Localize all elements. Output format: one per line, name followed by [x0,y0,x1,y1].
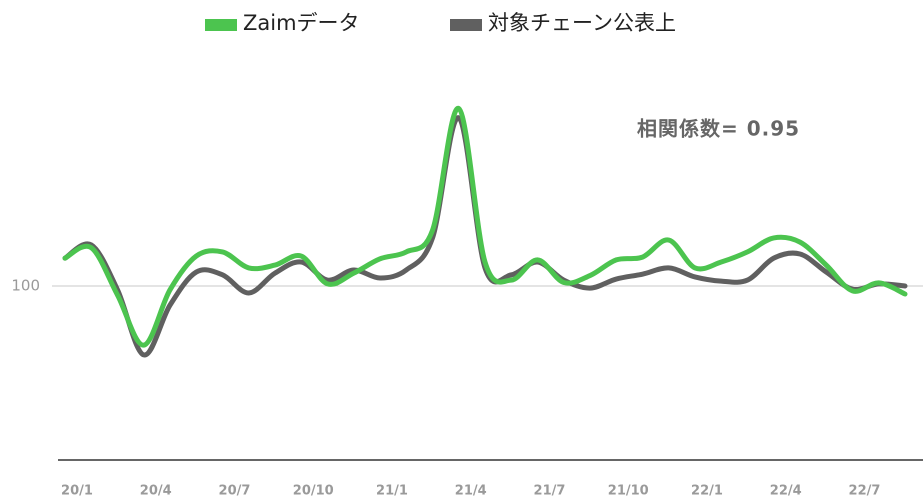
legend-label: 対象チェーン公表上 [488,11,676,35]
x-tick-label: 22/7 [849,484,881,499]
x-tick-label: 21/4 [455,484,487,499]
x-tick-label: 21/1 [376,484,408,499]
x-tick-label: 20/4 [140,484,172,499]
x-tick-label: 22/4 [770,484,802,499]
x-tick-label: 20/10 [293,484,334,499]
x-tick-label: 21/7 [534,484,566,499]
x-tick-label: 20/7 [219,484,251,499]
legend-swatch [450,19,482,31]
x-tick-label: 21/10 [608,484,649,499]
series-line [62,106,908,348]
y-tick-label: 100 [11,277,40,295]
legend-swatch [205,19,237,31]
annotation: 相関係数= 0.95 [637,117,800,141]
x-tick-label: 22/1 [691,484,723,499]
x-tick-label: 20/1 [61,484,93,499]
legend-label: Zaimデータ [243,11,360,35]
